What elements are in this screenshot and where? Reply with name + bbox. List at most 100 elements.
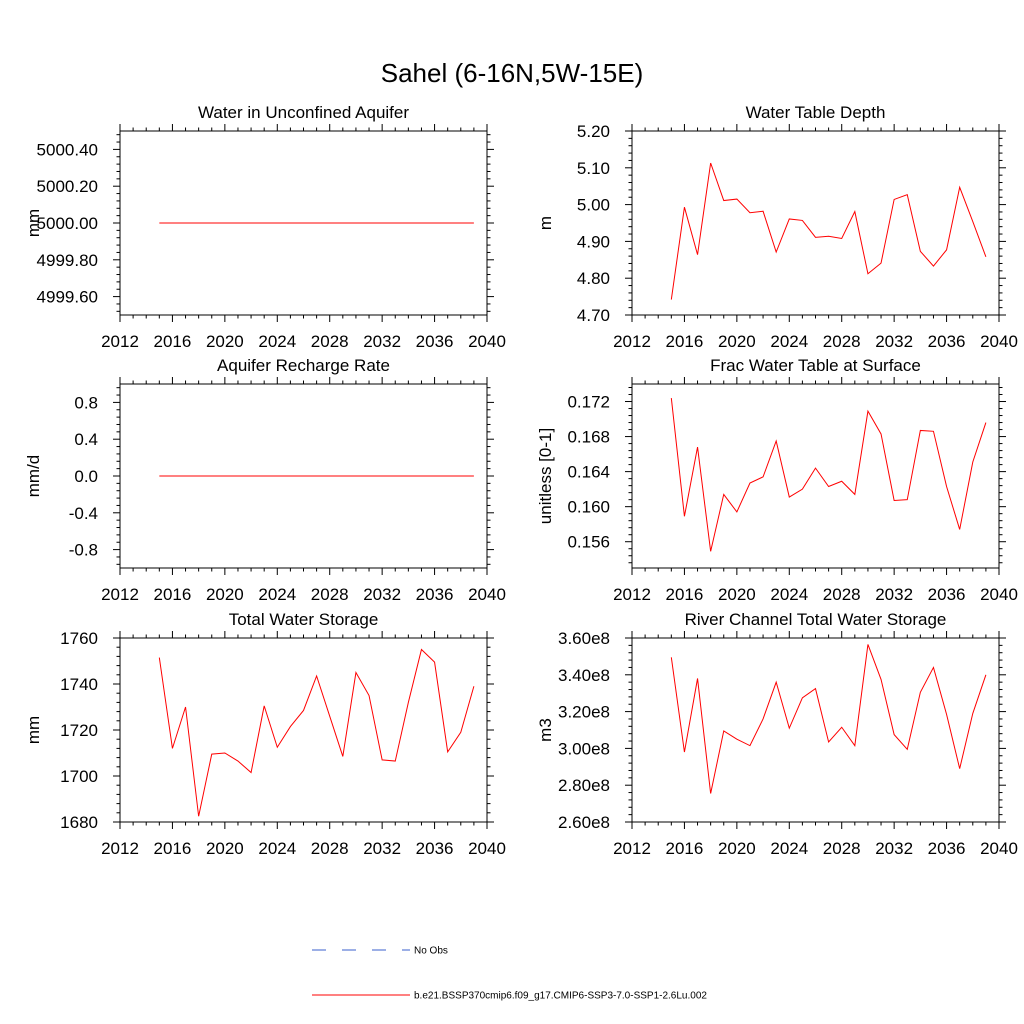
- x-tick-label: 2028: [311, 332, 349, 351]
- x-tick-label: 2016: [666, 839, 704, 858]
- x-tick-label: 2024: [258, 839, 296, 858]
- y-tick-label: -0.4: [69, 504, 98, 523]
- series-line: [158, 648, 475, 817]
- chart-panel-2: Water Table Depth m 2012 2016 2020 2024 2028 20…: [536, 103, 1018, 351]
- figure-title: Sahel (6-16N,5W-15E): [381, 58, 644, 88]
- y-tick-label: 0.156: [567, 533, 610, 552]
- x-tick-label: 2020: [718, 332, 756, 351]
- x-tick-label: 2012: [101, 839, 139, 858]
- panel-title: Water in Unconfined Aquifer: [198, 103, 409, 122]
- x-tick-label: 2040: [980, 585, 1018, 604]
- y-tick-label: 5000.40: [37, 140, 98, 159]
- y-tick-label: 4999.60: [37, 288, 98, 307]
- y-tick-label: 4.80: [577, 269, 610, 288]
- y-tick-label: 1760: [60, 629, 98, 648]
- x-tick-label: 2020: [206, 332, 244, 351]
- x-tick-label: 2012: [613, 585, 651, 604]
- legend-label-no-obs: No Obs: [414, 946, 448, 957]
- chart-panel-3: Aquifer Recharge Rate mm/d 2012 2016 2020 202…: [24, 356, 506, 604]
- y-tick-label: 2.60e8: [558, 813, 610, 832]
- y-tick-label: 5000.00: [37, 214, 98, 233]
- y-tick-label: 0.164: [567, 463, 610, 482]
- x-tick-label: 2024: [770, 585, 808, 604]
- y-tick-label: 0.168: [567, 428, 610, 447]
- x-tick-label: 2040: [468, 332, 506, 351]
- x-tick-label: 2012: [101, 332, 139, 351]
- x-tick-label: 2040: [980, 332, 1018, 351]
- y-axis-label: mm/d: [24, 455, 43, 498]
- y-axis-label: m3: [536, 718, 555, 742]
- chart-panel-1: Water in Unconfined Aquifer mm 2012 2016 202…: [24, 103, 506, 351]
- y-tick-label: 2.80e8: [558, 776, 610, 795]
- y-tick-label: 3.00e8: [558, 739, 610, 758]
- x-tick-label: 2020: [718, 839, 756, 858]
- y-tick-label: 5000.20: [37, 177, 98, 196]
- x-tick-label: 2036: [416, 332, 454, 351]
- y-tick-label: 1740: [60, 675, 98, 694]
- y-tick-label: 0.160: [567, 498, 610, 517]
- plot-frame: [631, 637, 1000, 823]
- x-tick-label: 2036: [928, 839, 966, 858]
- y-tick-label: 3.40e8: [558, 666, 610, 685]
- y-tick-label: 4.70: [577, 306, 610, 325]
- x-tick-label: 2032: [363, 839, 401, 858]
- legend-label-model-run: b.e21.BSSP370cmip6.f09_g17.CMIP6-SSP3-7.…: [414, 991, 707, 1002]
- x-tick-label: 2028: [311, 839, 349, 858]
- panel-title: Aquifer Recharge Rate: [217, 356, 390, 375]
- x-tick-label: 2028: [823, 332, 861, 351]
- x-tick-label: 2012: [613, 839, 651, 858]
- x-tick-label: 2020: [206, 839, 244, 858]
- x-tick-label: 2036: [416, 839, 454, 858]
- panel-title: Frac Water Table at Surface: [710, 356, 921, 375]
- x-tick-label: 2024: [258, 585, 296, 604]
- x-tick-label: 2024: [770, 332, 808, 351]
- y-tick-label: 1700: [60, 767, 98, 786]
- y-tick-label: 4999.80: [37, 251, 98, 270]
- chart-panel-4: Frac Water Table at Surface unitless [0-1…: [536, 356, 1018, 604]
- y-tick-label: 5.00: [577, 196, 610, 215]
- y-tick-label: 1720: [60, 721, 98, 740]
- series-line: [670, 397, 987, 552]
- x-tick-label: 2024: [770, 839, 808, 858]
- x-tick-label: 2016: [154, 585, 192, 604]
- x-tick-label: 2016: [666, 332, 704, 351]
- x-tick-label: 2024: [258, 332, 296, 351]
- y-tick-label: 3.60e8: [558, 629, 610, 648]
- x-tick-label: 2032: [363, 585, 401, 604]
- y-tick-label: 0.172: [567, 393, 610, 412]
- plot-frame: [631, 130, 1000, 316]
- x-tick-label: 2032: [875, 585, 913, 604]
- x-tick-label: 2020: [206, 585, 244, 604]
- panels: Water in Unconfined Aquifer mm 2012 2016 202…: [24, 103, 1018, 858]
- y-tick-label: 0.0: [74, 467, 98, 486]
- x-tick-label: 2012: [101, 585, 139, 604]
- y-tick-label: 5.20: [577, 122, 610, 141]
- y-tick-label: 5.10: [577, 159, 610, 178]
- x-tick-label: 2032: [875, 332, 913, 351]
- x-tick-label: 2020: [718, 585, 756, 604]
- y-tick-label: -0.8: [69, 541, 98, 560]
- legend: No Obs b.e21.BSSP370cmip6.f09_g17.CMIP6-…: [312, 946, 707, 1002]
- x-tick-label: 2028: [311, 585, 349, 604]
- x-tick-label: 2040: [980, 839, 1018, 858]
- y-tick-label: 0.4: [74, 430, 98, 449]
- y-tick-label: 3.20e8: [558, 703, 610, 722]
- x-tick-label: 2036: [928, 585, 966, 604]
- series-line: [670, 162, 987, 300]
- x-tick-label: 2036: [928, 332, 966, 351]
- x-tick-label: 2032: [363, 332, 401, 351]
- series-line: [670, 644, 987, 794]
- x-tick-label: 2028: [823, 839, 861, 858]
- y-axis-label: mm: [24, 209, 43, 237]
- y-tick-label: 0.8: [74, 393, 98, 412]
- y-axis-label: m: [536, 216, 555, 230]
- x-tick-label: 2016: [666, 585, 704, 604]
- x-tick-label: 2040: [468, 585, 506, 604]
- x-tick-label: 2040: [468, 839, 506, 858]
- y-tick-label: 4.90: [577, 232, 610, 251]
- y-axis-label: unitless [0-1]: [536, 428, 555, 524]
- plot-frame: [119, 637, 488, 823]
- panel-title: Total Water Storage: [229, 610, 379, 629]
